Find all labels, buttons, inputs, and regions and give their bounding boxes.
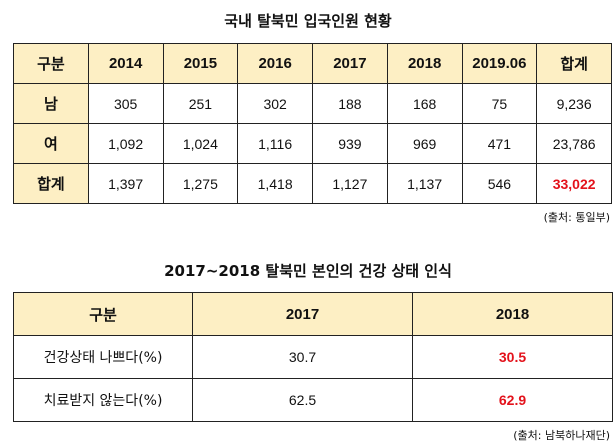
row-label: 남 bbox=[13, 83, 89, 124]
cell: 9,236 bbox=[536, 83, 612, 124]
table-header-row: 구분 2017 2018 bbox=[13, 292, 613, 336]
cell: 1,024 bbox=[162, 123, 239, 164]
header-cell: 구분 bbox=[13, 43, 89, 84]
row-label: 치료받지 않는다(%) bbox=[13, 378, 193, 422]
row-label: 건강상태 나쁘다(%) bbox=[13, 335, 193, 379]
highlight-cell: 62.9 bbox=[412, 378, 613, 422]
cell: 251 bbox=[162, 83, 239, 124]
cell: 969 bbox=[386, 123, 463, 164]
grand-total-cell: 33,022 bbox=[536, 163, 612, 204]
table-row: 여 1,092 1,024 1,116 939 969 471 23,786 bbox=[13, 123, 612, 164]
table1-source: (출처: 통일부) bbox=[543, 211, 610, 224]
row-label: 합계 bbox=[13, 163, 89, 204]
table2-source: (출처: 남북하나재단) bbox=[513, 429, 610, 442]
header-cell: 2018 bbox=[412, 292, 613, 336]
table-row: 치료받지 않는다(%) 62.5 62.9 bbox=[13, 378, 613, 422]
table2-title: 2017~2018 탈북민 본인의 건강 상태 인식 bbox=[164, 262, 452, 280]
header-cell: 2016 bbox=[237, 43, 313, 84]
cell: 939 bbox=[312, 123, 388, 164]
table-row: 건강상태 나쁘다(%) 30.7 30.5 bbox=[13, 335, 613, 379]
cell: 1,397 bbox=[87, 163, 164, 204]
header-cell: 2017 bbox=[192, 292, 413, 336]
cell: 471 bbox=[461, 123, 538, 164]
table-row: 합계 1,397 1,275 1,418 1,127 1,137 546 33,… bbox=[13, 163, 612, 204]
cell: 188 bbox=[312, 83, 388, 124]
highlight-cell: 30.5 bbox=[412, 335, 613, 379]
header-cell: 2018 bbox=[386, 43, 463, 84]
header-cell: 2014 bbox=[87, 43, 164, 84]
cell: 75 bbox=[461, 83, 538, 124]
cell: 1,137 bbox=[386, 163, 463, 204]
header-cell: 2015 bbox=[162, 43, 239, 84]
cell: 305 bbox=[87, 83, 164, 124]
cell: 1,116 bbox=[237, 123, 313, 164]
header-cell: 2017 bbox=[312, 43, 388, 84]
table1-title: 국내 탈북민 입국인원 현황 bbox=[224, 12, 392, 30]
cell: 23,786 bbox=[536, 123, 612, 164]
row-label: 여 bbox=[13, 123, 89, 164]
header-cell: 합계 bbox=[536, 43, 612, 84]
cell: 168 bbox=[386, 83, 463, 124]
table-row: 남 305 251 302 188 168 75 9,236 bbox=[13, 83, 612, 124]
cell: 302 bbox=[237, 83, 313, 124]
cell: 1,127 bbox=[312, 163, 388, 204]
header-cell: 2019.06 bbox=[461, 43, 538, 84]
table-header-row: 구분 2014 2015 2016 2017 2018 2019.06 합계 bbox=[13, 43, 612, 84]
cell: 62.5 bbox=[192, 378, 413, 422]
cell: 546 bbox=[461, 163, 538, 204]
cell: 1,092 bbox=[87, 123, 164, 164]
cell: 1,275 bbox=[162, 163, 239, 204]
cell: 1,418 bbox=[237, 163, 313, 204]
cell: 30.7 bbox=[192, 335, 413, 379]
health-perception-table: 구분 2017 2018 건강상태 나쁘다(%) 30.7 30.5 치료받지 … bbox=[13, 292, 613, 422]
header-cell: 구분 bbox=[13, 292, 193, 336]
defector-entry-table: 구분 2014 2015 2016 2017 2018 2019.06 합계 남… bbox=[13, 43, 612, 204]
